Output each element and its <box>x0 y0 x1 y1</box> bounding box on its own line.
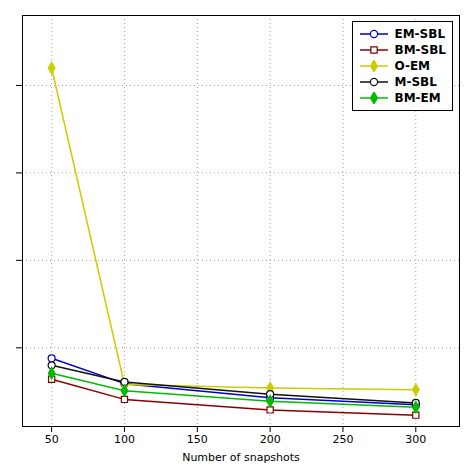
svg-text:100: 100 <box>114 433 135 446</box>
html-text:EM-SBL: EM-SBL <box>394 27 445 41</box>
html-text:BM-SBL: BM-SBL <box>394 43 446 57</box>
svg-text:200: 200 <box>260 433 281 446</box>
svg-text:50: 50 <box>45 433 59 446</box>
svg-text:300: 300 <box>405 433 426 446</box>
html-text:M-SBL: M-SBL <box>394 75 437 89</box>
html-text:BM-EM: BM-EM <box>394 91 441 105</box>
svg-text:250: 250 <box>332 433 353 446</box>
svg-text:Number of snapshots: Number of snapshots <box>182 451 300 464</box>
svg-text:150: 150 <box>187 433 208 446</box>
html-text:O-EM: O-EM <box>394 59 430 73</box>
